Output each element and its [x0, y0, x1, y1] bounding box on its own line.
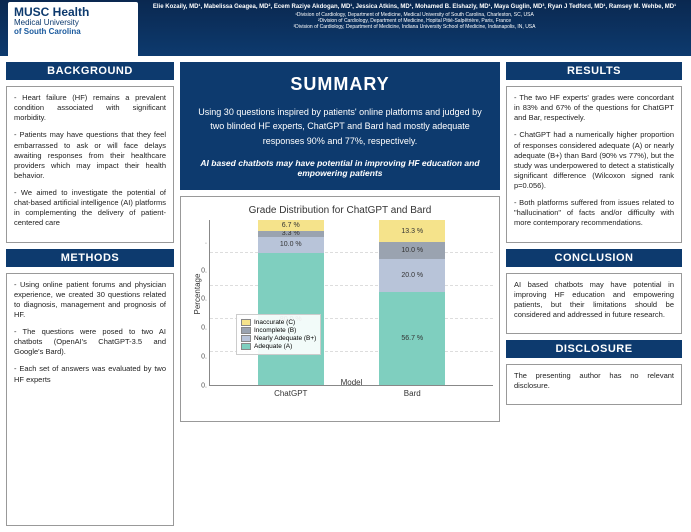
- legend-row: Nearly Adequate (B+): [241, 335, 316, 342]
- legend-row: Adequate (A): [241, 343, 316, 350]
- results-header: RESULTS: [506, 62, 682, 80]
- musc-logo: MUSC Health Medical University of South …: [8, 2, 138, 58]
- legend-row: Incomplete (B): [241, 327, 316, 334]
- co-p1: AI based chatbots may have potential in …: [514, 280, 674, 321]
- re-p3: - Both platforms suffered from issues re…: [514, 198, 674, 228]
- x-label: Bard: [404, 389, 421, 398]
- legend-label: Inaccurate (C): [254, 319, 295, 326]
- plot-area: 80.0 %10.0 %3.3 %6.7 %ChatGPT 56.7 %20.0 …: [209, 220, 493, 386]
- legend-label: Adequate (A): [254, 343, 292, 350]
- conclusion-body: AI based chatbots may have potential in …: [506, 273, 682, 335]
- segment: 20.0 %: [379, 259, 445, 292]
- methods-header: METHODS: [6, 249, 174, 267]
- summary-text: Using 30 questions inspired by patients'…: [194, 105, 486, 148]
- columns: BACKGROUND - Heart failure (HF) remains …: [0, 56, 691, 532]
- y-tick: 0.: [201, 267, 207, 274]
- legend-swatch: [241, 327, 251, 334]
- right-column: RESULTS - The two HF experts' grades wer…: [506, 62, 682, 526]
- me-p2: - The questions were posed to two AI cha…: [14, 327, 166, 357]
- legend-label: Incomplete (B): [254, 327, 296, 334]
- y-axis-label: Percentage: [193, 274, 202, 315]
- legend-row: Inaccurate (C): [241, 319, 316, 326]
- disclosure-body: The presenting author has no relevant di…: [506, 364, 682, 405]
- bg-p1: - Heart failure (HF) remains a prevalent…: [14, 93, 166, 123]
- x-label: ChatGPT: [274, 389, 307, 398]
- disclosure-header: DISCLOSURE: [506, 340, 682, 358]
- chart-title: Grade Distribution for ChatGPT and Bard: [187, 205, 493, 216]
- background-body: - Heart failure (HF) remains a prevalent…: [6, 86, 174, 243]
- y-tick: 0.: [201, 296, 207, 303]
- segment: 6.7 %: [258, 220, 324, 231]
- middle-column: SUMMARY Using 30 questions inspired by p…: [180, 62, 500, 526]
- authors-block: Elie Kozaily, MD¹, Mabelissa Geagea, MD²…: [148, 4, 681, 30]
- y-tick: 0.: [201, 325, 207, 332]
- bar-bard: 56.7 %20.0 %10.0 %13.3 %Bard: [379, 220, 445, 385]
- y-tick: .: [205, 238, 207, 245]
- segment: 13.3 %: [379, 220, 445, 242]
- author-list: Elie Kozaily, MD¹, Mabelissa Geagea, MD²…: [148, 4, 681, 12]
- bg-p3: - We aimed to investigate the potential …: [14, 188, 166, 229]
- legend-label: Nearly Adequate (B+): [254, 335, 316, 342]
- left-column: BACKGROUND - Heart failure (HF) remains …: [6, 62, 174, 526]
- affiliations: ¹Division of Cardiology, Department of M…: [148, 12, 681, 30]
- legend: Inaccurate (C)Incomplete (B)Nearly Adequ…: [236, 314, 321, 355]
- me-p1: - Using online patient forums and physic…: [14, 280, 166, 321]
- bar-chatgpt: 80.0 %10.0 %3.3 %6.7 %ChatGPT: [258, 220, 324, 385]
- legend-swatch: [241, 319, 251, 326]
- segment: 10.0 %: [258, 237, 324, 254]
- background-header: BACKGROUND: [6, 62, 174, 80]
- me-p3: - Each set of answers was evaluated by t…: [14, 364, 166, 384]
- bg-p2: - Patients may have questions that they …: [14, 130, 166, 181]
- summary-title: SUMMARY: [194, 74, 486, 95]
- y-axis: Percentage 0. 0. 0. 0. 0. .: [187, 220, 209, 400]
- logo-line3: of South Carolina: [14, 28, 132, 37]
- methods-body: - Using online patient forums and physic…: [6, 273, 174, 527]
- chart-container: Grade Distribution for ChatGPT and Bard …: [180, 196, 500, 422]
- legend-swatch: [241, 343, 251, 350]
- y-tick: 0.: [201, 382, 207, 389]
- re-p2: - ChatGPT had a numerically higher propo…: [514, 130, 674, 191]
- summary-emphasis: AI based chatbots may have potential in …: [194, 158, 486, 178]
- x-axis-label: Model: [341, 378, 363, 387]
- legend-swatch: [241, 335, 251, 342]
- poster-header: MUSC Health Medical University of South …: [0, 0, 691, 56]
- di-p1: The presenting author has no relevant di…: [514, 371, 674, 391]
- segment: 10.0 %: [379, 242, 445, 259]
- re-p1: - The two HF experts' grades were concor…: [514, 93, 674, 123]
- y-tick: 0.: [201, 353, 207, 360]
- segment: 56.7 %: [379, 292, 445, 386]
- chart-area: Percentage 0. 0. 0. 0. 0. . 80.0 %10.0 %…: [187, 220, 493, 400]
- conclusion-header: CONCLUSION: [506, 249, 682, 267]
- results-body: - The two HF experts' grades were concor…: [506, 86, 682, 243]
- summary-box: SUMMARY Using 30 questions inspired by p…: [180, 62, 500, 190]
- bars-container: 80.0 %10.0 %3.3 %6.7 %ChatGPT 56.7 %20.0 …: [210, 220, 493, 385]
